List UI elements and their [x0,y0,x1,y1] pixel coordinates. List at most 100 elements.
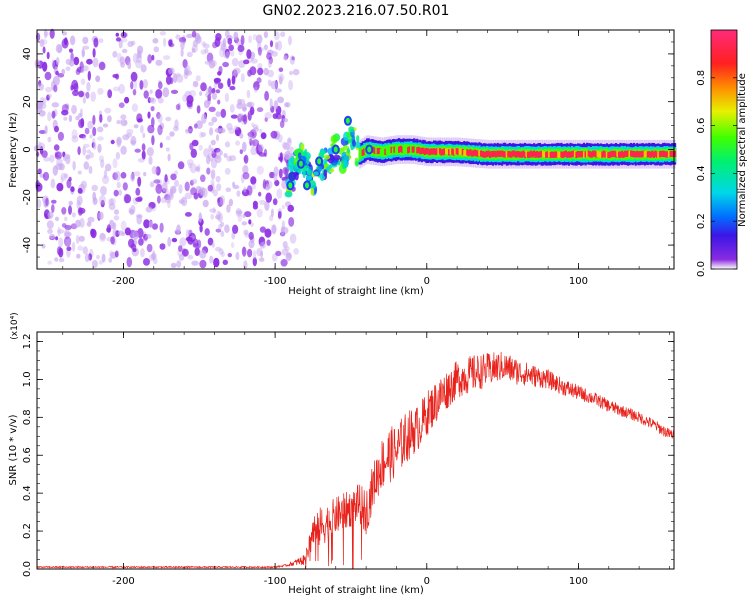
noise-blob [61,223,67,228]
noise-blob [44,125,48,135]
noise-blob [184,192,192,200]
signal-cell [417,146,420,153]
snr-frame [36,331,675,570]
signal-cell [360,150,363,157]
noise-blob [228,44,234,52]
noise-blob [269,40,274,48]
noise-blob [98,211,104,220]
noise-blob [163,55,171,60]
noise-blob [196,105,201,114]
signal-cell [402,146,405,153]
noise-blob [80,78,86,85]
onset-blob [333,154,341,161]
noise-blob [108,257,113,263]
noise-blob [211,87,216,94]
noise-blob [120,220,127,231]
noise-blob [242,141,247,152]
noise-blob [162,37,167,47]
noise-blob [137,176,142,187]
noise-blob [257,143,264,152]
noise-blob [195,166,200,172]
noise-blob [178,245,183,252]
noise-blob [151,117,155,128]
noise-blob [176,224,181,235]
noise-blob [227,78,231,88]
noise-blob [259,226,266,233]
noise-blob [137,228,144,239]
noise-blob [232,224,239,234]
noise-blob [162,87,170,98]
noise-blob [130,135,137,146]
noise-blob [207,94,212,102]
noise-blob [166,135,171,141]
onset-core-center [367,146,372,153]
noise-blob [68,48,74,53]
noise-blob [171,185,177,194]
noise-blob [217,82,224,89]
noise-blob [251,183,256,190]
noise-blob [125,132,132,138]
noise-blob [115,170,121,182]
noise-blob [247,131,255,137]
noise-blob [252,257,257,267]
noise-blob [251,58,258,64]
noise-blob [77,187,83,194]
signal-cell [667,150,671,157]
noise-blob [186,159,194,166]
noise-blob [286,146,294,152]
signal-cell [428,149,431,156]
noise-blob [191,30,197,38]
noise-blob [226,155,232,162]
noise-blob [212,206,216,214]
noise-blob [190,187,197,196]
signal-cell [507,151,510,158]
noise-blob [63,173,69,179]
noise-blob [201,41,207,47]
noise-blob [78,134,86,139]
signal-cell [375,147,378,154]
noise-blob [121,48,128,54]
noise-blob [151,165,158,175]
noise-blob [146,243,153,253]
noise-blob [133,79,138,90]
noise-blob [95,75,101,83]
noise-blob [42,171,50,181]
noise-blob [182,59,188,69]
noise-blob [212,41,218,49]
noise-blob [271,224,277,234]
onset-blob [306,175,313,181]
noise-blob [150,106,155,112]
signal-cell [664,151,668,158]
noise-blob [94,76,100,82]
noise-blob [64,231,72,237]
signal-cell [549,151,552,158]
spectrogram-noise-layer [33,28,300,270]
noise-blob [75,235,80,244]
noise-blob [153,46,160,53]
noise-blob [203,148,210,158]
noise-blob [141,143,146,152]
noise-blob [159,222,164,233]
noise-blob [82,146,87,156]
noise-blob [204,60,212,65]
noise-blob [288,35,292,46]
y-tick-label: 0.2 [22,523,33,539]
noise-blob [133,124,139,129]
noise-blob [47,111,52,122]
noise-blob [147,54,153,64]
onset-blob [320,149,326,155]
signal-cell [482,151,486,158]
onset-blob [304,148,308,157]
noise-blob [185,128,193,133]
y-tick-label: 20 [22,95,33,108]
noise-blob [82,246,89,255]
noise-blob [145,233,152,239]
noise-blob [237,44,245,53]
signal-cell [519,151,522,158]
noise-blob [185,64,191,74]
signal-cell [391,147,395,154]
onset-core-center [288,182,293,189]
signal-cell [470,150,473,157]
noise-blob [237,211,242,223]
noise-blob [115,37,122,42]
